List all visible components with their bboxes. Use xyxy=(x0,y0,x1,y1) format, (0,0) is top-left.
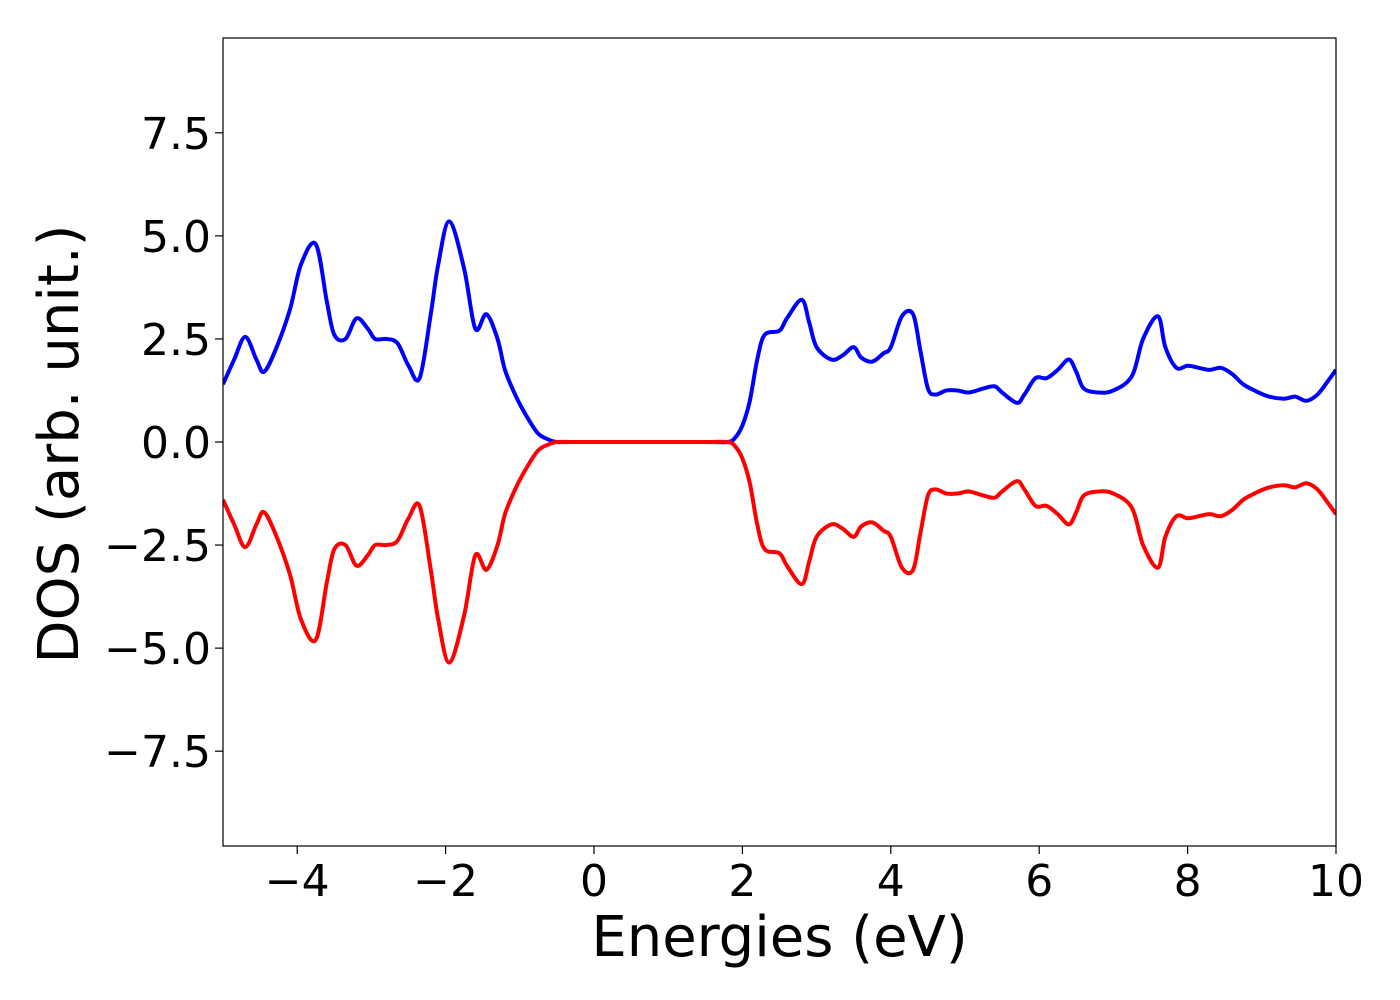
y-tick-label: −5.0 xyxy=(104,624,211,675)
y-tick-label: 2.5 xyxy=(141,315,211,366)
x-tick-label: 8 xyxy=(1174,856,1202,907)
ticks-layer: −4 −2 0 2 4 6 8 10 −7.5 −5.0 −2.5 0.0 2.5 5.0 7.5 xyxy=(104,109,1364,907)
series-layer xyxy=(223,219,1336,665)
x-tick-label: 0 xyxy=(580,856,608,907)
y-tick-label: −2.5 xyxy=(104,521,211,572)
y-axis-title: DOS (arb. unit.) xyxy=(27,224,92,663)
series-line-spin-down xyxy=(223,439,1336,665)
x-tick-label: −2 xyxy=(413,856,478,907)
y-tick-label: 5.0 xyxy=(141,212,211,263)
plot-frame xyxy=(222,37,1337,847)
y-tick-label: −7.5 xyxy=(104,727,211,778)
series-line-spin-up xyxy=(223,219,1336,445)
y-tick-label: 0.0 xyxy=(141,418,211,469)
x-tick-label: 10 xyxy=(1308,856,1364,907)
y-tick-label: 7.5 xyxy=(141,109,211,160)
x-axis-title: Energies (eV) xyxy=(591,905,967,970)
x-tick-label: 2 xyxy=(728,856,756,907)
x-tick-label: −4 xyxy=(265,856,330,907)
x-tick-label: 6 xyxy=(1025,856,1053,907)
x-tick-label: 4 xyxy=(877,856,905,907)
